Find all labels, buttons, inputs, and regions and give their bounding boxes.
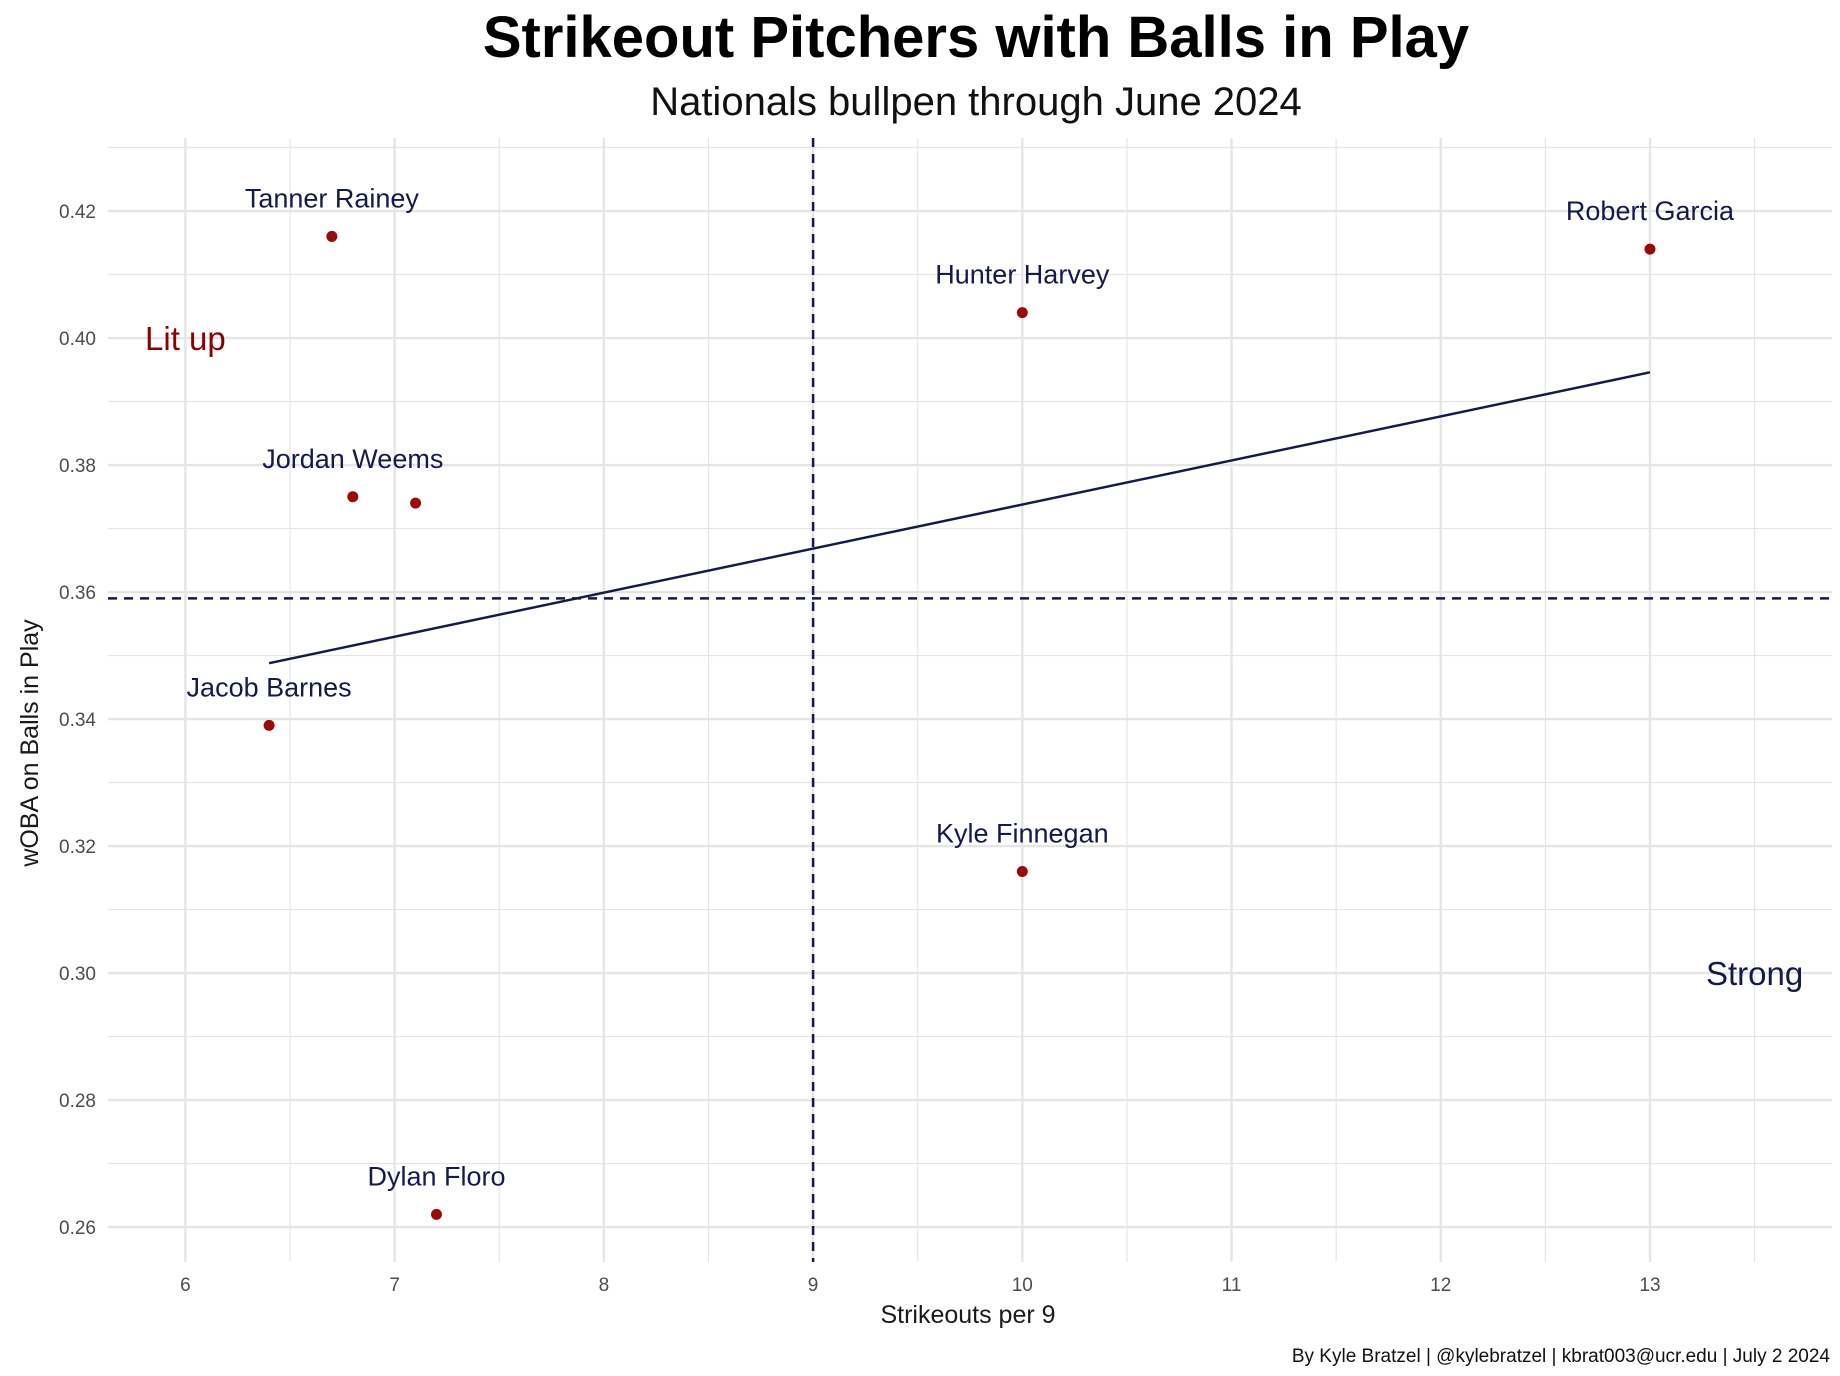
trend-line (268, 371, 1651, 665)
x-tick-label: 11 (1222, 1275, 1242, 1296)
point-label: Jacob Barnes (187, 672, 352, 702)
reference-lines (108, 138, 1832, 1262)
y-axis-title: wOBA on Balls in Play (16, 619, 44, 868)
x-tick-label: 12 (1430, 1275, 1451, 1296)
chart-subtitle: Nationals bullpen through June 2024 (650, 80, 1302, 124)
data-point (410, 497, 422, 509)
y-tick-label: 0.40 (59, 329, 96, 350)
x-tick-label: 13 (1639, 1275, 1660, 1296)
y-tick-label: 0.32 (59, 837, 96, 858)
y-tick-label: 0.42 (59, 202, 96, 223)
quadrant-annotation: Lit up (145, 320, 226, 357)
quadrant-annotation: Strong (1706, 955, 1803, 992)
y-tick-label: 0.30 (59, 964, 96, 985)
y-tick-label: 0.28 (59, 1091, 96, 1112)
grid (108, 138, 1832, 1262)
point-labels: Tanner Rainey Robert Garcia Hunter Harvey J… (187, 183, 1735, 1191)
y-tick-label: 0.34 (59, 710, 96, 731)
x-tick-label: 6 (180, 1275, 191, 1296)
data-point (263, 719, 275, 731)
caption: By Kyle Bratzel | @kylebratzel | kbrat00… (1292, 1346, 1831, 1367)
annotations: Lit up Strong (145, 320, 1803, 992)
x-tick-label: 10 (1012, 1275, 1033, 1296)
data-point (1016, 865, 1028, 877)
y-axis-ticks: 0.26 0.28 0.30 0.32 0.34 0.36 0.38 0.40 0.42 (59, 202, 96, 1239)
data-point (1644, 243, 1656, 255)
point-label: Dylan Floro (367, 1161, 505, 1191)
point-label: Kyle Finnegan (936, 818, 1109, 848)
x-tick-label: 8 (599, 1275, 610, 1296)
y-tick-label: 0.36 (59, 583, 96, 604)
trend-line-group (268, 371, 1651, 665)
y-tick-label: 0.26 (59, 1218, 96, 1239)
y-tick-label: 0.38 (59, 456, 96, 477)
point-label: Tanner Rainey (245, 183, 420, 213)
data-point (326, 230, 338, 242)
x-axis-title: Strikeouts per 9 (880, 1301, 1055, 1329)
data-point (430, 1208, 442, 1220)
point-label: Robert Garcia (1566, 196, 1735, 226)
data-point (347, 491, 359, 503)
x-axis-ticks: 6 7 8 9 10 11 12 13 (180, 1275, 1660, 1296)
x-tick-label: 7 (389, 1275, 400, 1296)
chart-title: Strikeout Pitchers with Balls in Play (483, 5, 1469, 70)
x-tick-label: 9 (808, 1275, 819, 1296)
point-label: Hunter Harvey (935, 260, 1110, 290)
point-label: Jordan Weems (262, 444, 443, 474)
data-point (1016, 307, 1028, 319)
points (263, 230, 1656, 1220)
